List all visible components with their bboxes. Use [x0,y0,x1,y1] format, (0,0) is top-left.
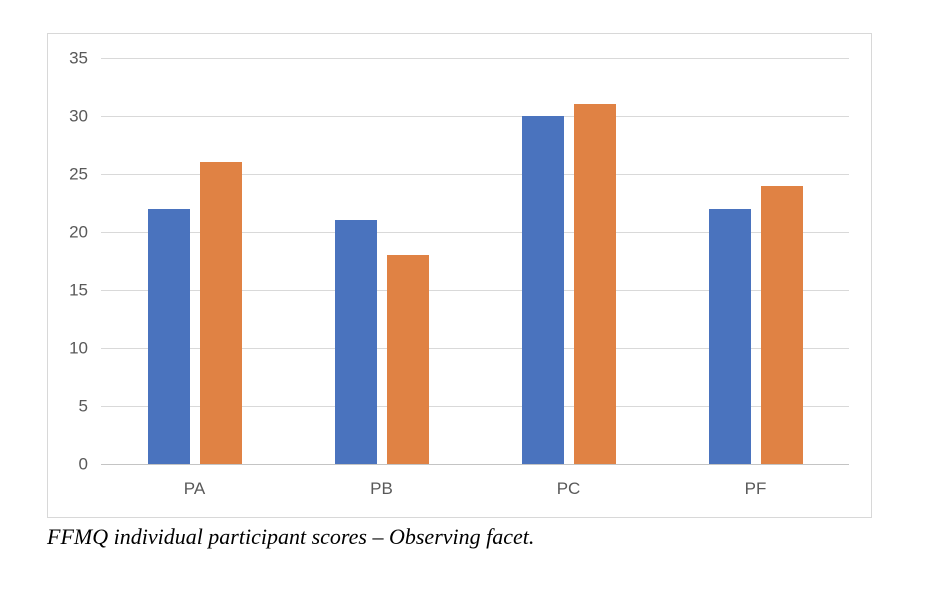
x-category-label-pc: PC [556,479,581,498]
figure-caption: FFMQ individual participant scores – Obs… [47,524,535,549]
gridline [101,290,849,291]
orange-series-bar-pf [760,185,803,464]
y-tick-label: 25 [69,164,88,184]
gridline [101,174,849,175]
gridline [101,58,849,59]
blue-series-bar-pc [521,116,564,464]
y-tick-label: 10 [69,338,88,358]
x-category-label-pb: PB [370,479,393,498]
x-category-label-pa: PA [183,479,206,498]
plot-area [101,58,849,465]
y-tick-label: 5 [78,396,88,416]
gridline [101,406,849,407]
blue-series-bar-pf [708,208,751,464]
orange-series-bar-pc [573,104,616,464]
chart-panel: 0 5 10 15 20 25 30 35 PA PB PC PF [47,33,872,518]
bar-group-pc [475,58,662,464]
y-tick-label: 0 [78,454,88,474]
blue-series-bar-pb [334,220,377,464]
gridline [101,348,849,349]
y-tick-label: 20 [69,222,88,242]
x-category-label-pf: PF [744,479,767,498]
y-tick-label: 30 [69,106,88,126]
bar-group-pb [288,58,475,464]
y-tick-label: 15 [69,280,88,300]
bar-group-pa [101,58,288,464]
orange-series-bar-pb [386,255,429,464]
bar-group-pf [662,58,849,464]
y-tick-label: 35 [69,48,88,68]
orange-series-bar-pa [199,162,242,464]
blue-series-bar-pa [147,208,190,464]
x-axis-line [101,464,849,465]
gridline [101,232,849,233]
gridline [101,116,849,117]
